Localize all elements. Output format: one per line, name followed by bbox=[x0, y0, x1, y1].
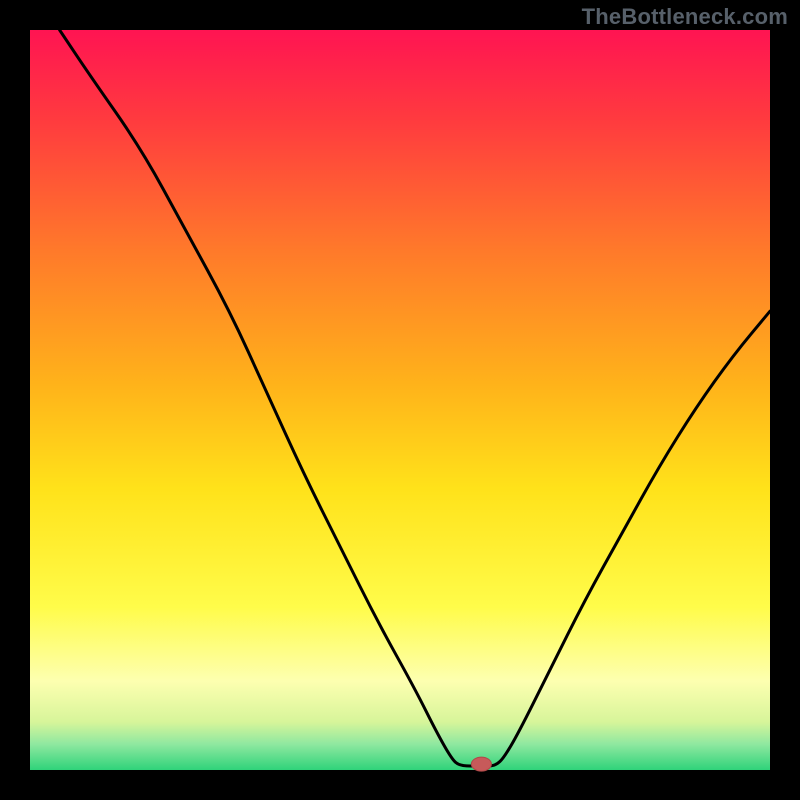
bottleneck-chart bbox=[0, 0, 800, 800]
optimal-point-marker bbox=[471, 757, 491, 771]
chart-canvas: { "watermark": { "text": "TheBottleneck.… bbox=[0, 0, 800, 800]
watermark-text: TheBottleneck.com bbox=[582, 4, 788, 30]
